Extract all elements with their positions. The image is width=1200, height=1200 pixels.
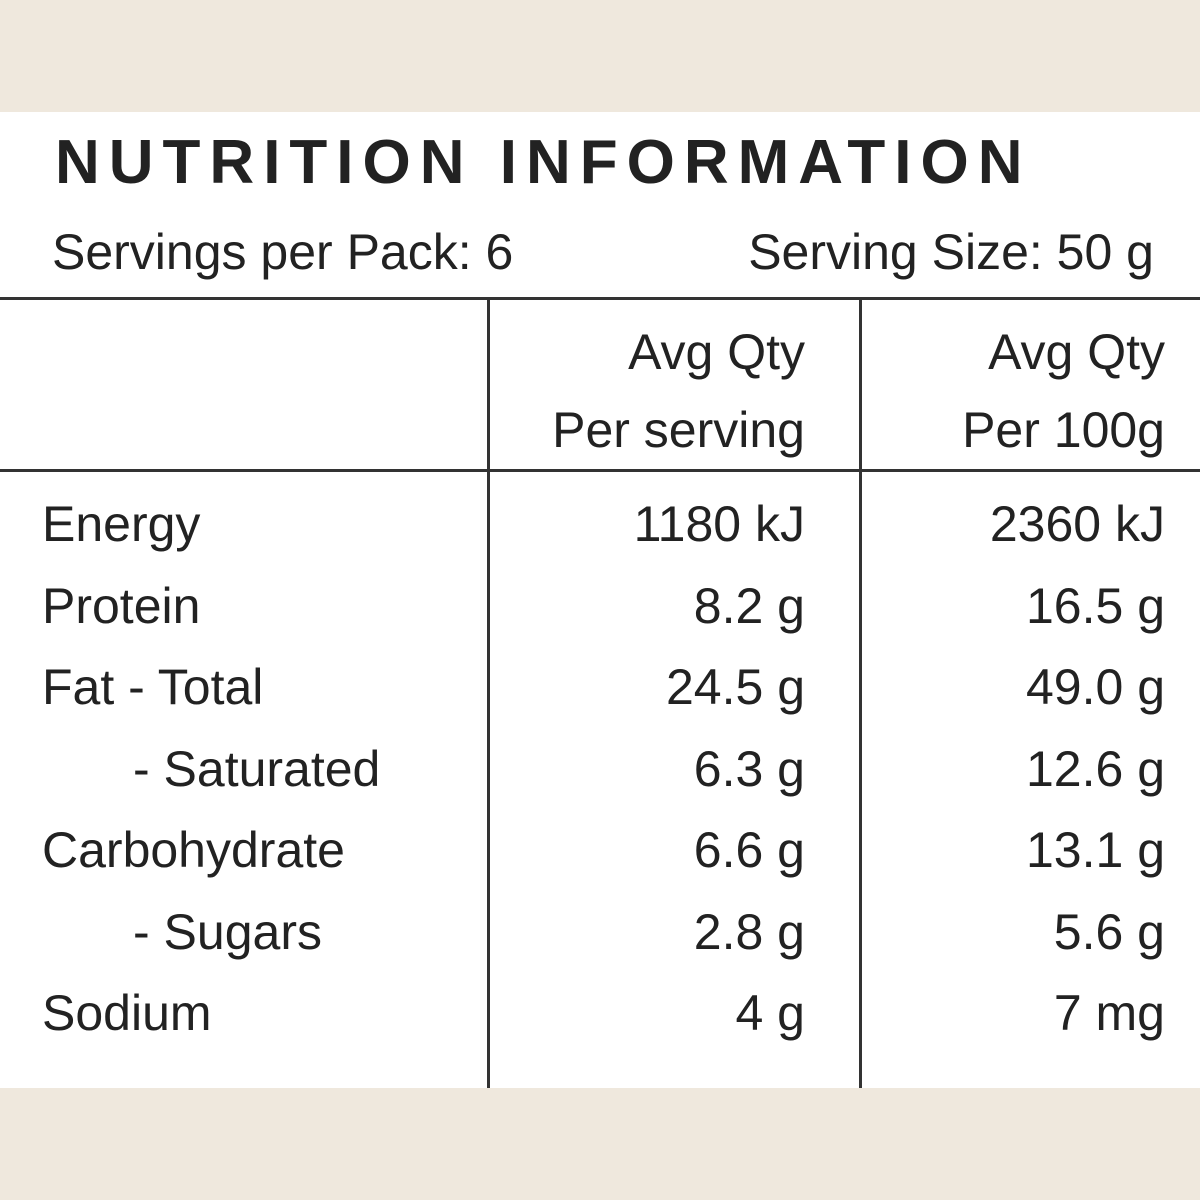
column-rule bbox=[859, 297, 862, 1088]
cell-value: 2360 kJ bbox=[989, 496, 1165, 552]
servings-per-pack: Servings per Pack: 6 bbox=[52, 224, 514, 280]
cell-value: 4 g bbox=[735, 985, 805, 1041]
row-label: Sodium bbox=[42, 985, 212, 1041]
row-label: Fat - Total bbox=[42, 659, 264, 715]
row-label: Protein bbox=[42, 577, 201, 634]
cell-value: 7 mg bbox=[1053, 985, 1165, 1041]
column-header: Avg Qty bbox=[628, 324, 805, 380]
cell-value: 6.6 g bbox=[693, 822, 805, 878]
title: NUTRITION INFORMATION bbox=[55, 128, 1032, 197]
cell-value: 5.6 g bbox=[1053, 903, 1165, 960]
cell-value: 24.5 g bbox=[665, 659, 805, 715]
cell-value: 49.0 g bbox=[1025, 659, 1165, 715]
cell-value: 1180 kJ bbox=[633, 496, 805, 552]
rule bbox=[0, 469, 1200, 472]
cell-value: 13.1 g bbox=[1025, 822, 1165, 878]
column-rule bbox=[487, 297, 490, 1088]
column-header: Per serving bbox=[552, 402, 805, 458]
cell-value: 16.5 g bbox=[1025, 577, 1165, 634]
row-label: - Sugars bbox=[133, 903, 322, 960]
row-label: Energy bbox=[42, 496, 201, 552]
cell-value: 6.3 g bbox=[693, 740, 805, 797]
row-label: Carbohydrate bbox=[42, 822, 345, 878]
rule bbox=[0, 297, 1200, 300]
row-label: - Saturated bbox=[133, 740, 381, 797]
cell-value: 8.2 g bbox=[693, 577, 805, 634]
nutrition-panel: NUTRITION INFORMATION Servings per Pack:… bbox=[0, 112, 1200, 1088]
column-header: Per 100g bbox=[962, 402, 1165, 458]
column-header: Avg Qty bbox=[988, 324, 1165, 380]
serving-size: Serving Size: 50 g bbox=[748, 224, 1154, 280]
cell-value: 2.8 g bbox=[693, 903, 805, 960]
cell-value: 12.6 g bbox=[1025, 740, 1165, 797]
